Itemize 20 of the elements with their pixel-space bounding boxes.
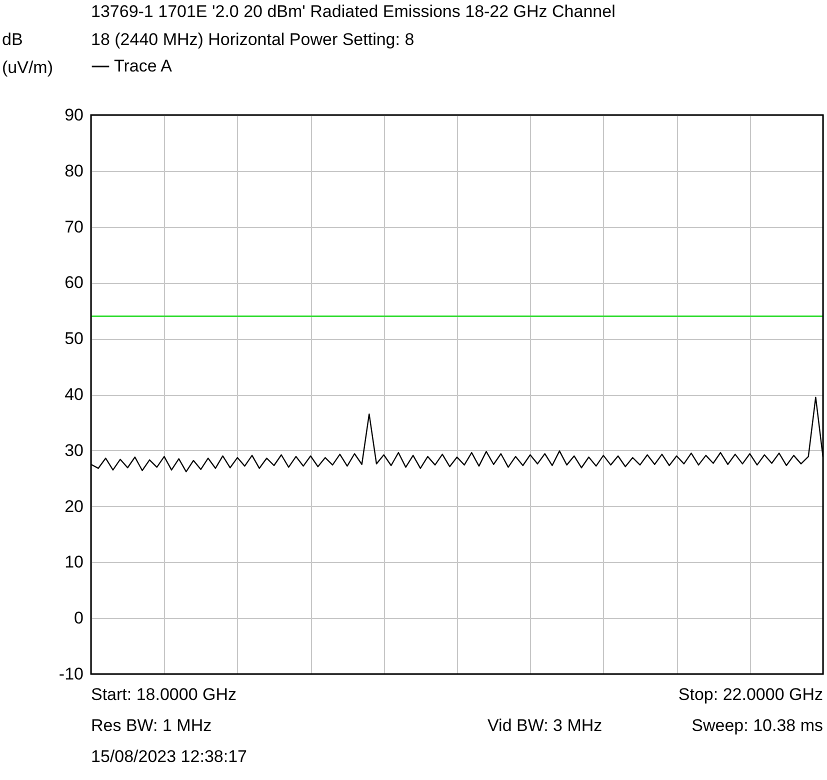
- y-tick-label: 10: [64, 552, 84, 572]
- y-tick-label: 90: [64, 106, 84, 124]
- y-tick-label: 50: [64, 329, 84, 348]
- legend-label: Trace A: [114, 56, 173, 76]
- text: 15/08/2023 12:38:17: [91, 747, 247, 766]
- text: Res BW: 1 MHz: [91, 716, 212, 735]
- y-axis-title: dB (uV/m): [2, 30, 53, 77]
- y-tick-label: 40: [64, 385, 84, 404]
- y-tick-label: 0: [74, 608, 84, 628]
- text: Sweep: 10.38 ms: [692, 716, 823, 735]
- y-tick-label: 80: [64, 161, 84, 180]
- y-tick-label: 60: [64, 273, 84, 292]
- y-tick-label: -10: [58, 664, 84, 684]
- text: Start: 18.0000 GHz: [91, 685, 237, 704]
- y-tick-label: 20: [64, 496, 84, 516]
- y-tick-label: 30: [64, 440, 84, 460]
- y-tick-label: 70: [64, 217, 84, 236]
- text: Stop: 22.0000 GHz: [678, 685, 823, 704]
- text: Vid BW: 3 MHz: [488, 716, 602, 735]
- chart-title: 13769-1 1701E '2.0 20 dBm' Radiated Emissions 18-22 GHz Channel 18 (2440 MHz) Horizontal Power Setting: 8: [91, 2, 616, 49]
